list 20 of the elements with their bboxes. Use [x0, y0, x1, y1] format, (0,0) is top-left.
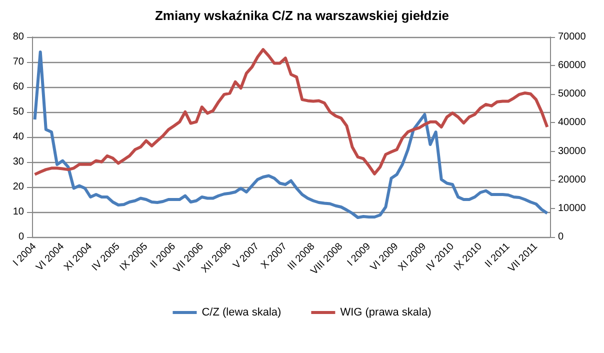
legend-label: WIG (prawa skala) [340, 306, 432, 318]
y2-tick-label: 20000 [558, 174, 586, 186]
legend-label: C/Z (lewa skala) [202, 306, 282, 318]
y2-tick-label: 70000 [558, 32, 586, 42]
y-tick-label: 40 [12, 132, 24, 142]
y-tick-label: 60 [12, 82, 24, 92]
y2-tick-label: 40000 [558, 117, 586, 128]
y2-tick-label: 60000 [558, 60, 586, 72]
y2-tick-label: 50000 [558, 88, 586, 100]
y2-tick-label: 0 [558, 232, 564, 242]
y-tick-label: 0 [18, 232, 24, 242]
y-tick-label: 10 [12, 206, 24, 218]
y2-tick-label: 30000 [558, 146, 586, 157]
y-tick-label: 50 [12, 106, 24, 118]
y-tick-label: 80 [12, 32, 24, 42]
y2-tick-label: 10000 [558, 202, 586, 214]
y-tick-label: 30 [12, 156, 24, 168]
chart-title: Zmiany wskaźnika C/Z na warszawskiej giełdzie [154, 8, 450, 23]
y-tick-label: 20 [12, 182, 24, 192]
y-tick-label: 70 [12, 56, 24, 68]
